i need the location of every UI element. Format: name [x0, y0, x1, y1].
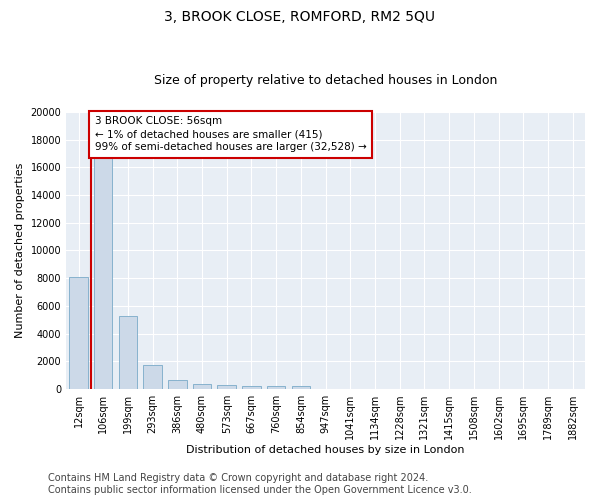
Text: 3 BROOK CLOSE: 56sqm
← 1% of detached houses are smaller (415)
99% of semi-detac: 3 BROOK CLOSE: 56sqm ← 1% of detached ho… — [95, 116, 367, 152]
Bar — [119, 316, 137, 389]
Y-axis label: Number of detached properties: Number of detached properties — [15, 162, 25, 338]
Bar — [217, 386, 236, 389]
Text: 3, BROOK CLOSE, ROMFORD, RM2 5QU: 3, BROOK CLOSE, ROMFORD, RM2 5QU — [164, 10, 436, 24]
Bar — [94, 158, 112, 389]
Bar — [193, 384, 211, 389]
Bar — [168, 380, 187, 389]
Bar — [242, 386, 261, 389]
Bar — [143, 365, 162, 389]
Bar — [69, 277, 88, 389]
Bar — [292, 386, 310, 389]
Bar — [267, 386, 286, 389]
X-axis label: Distribution of detached houses by size in London: Distribution of detached houses by size … — [187, 445, 465, 455]
Text: Contains HM Land Registry data © Crown copyright and database right 2024.
Contai: Contains HM Land Registry data © Crown c… — [48, 474, 472, 495]
Title: Size of property relative to detached houses in London: Size of property relative to detached ho… — [154, 74, 497, 87]
